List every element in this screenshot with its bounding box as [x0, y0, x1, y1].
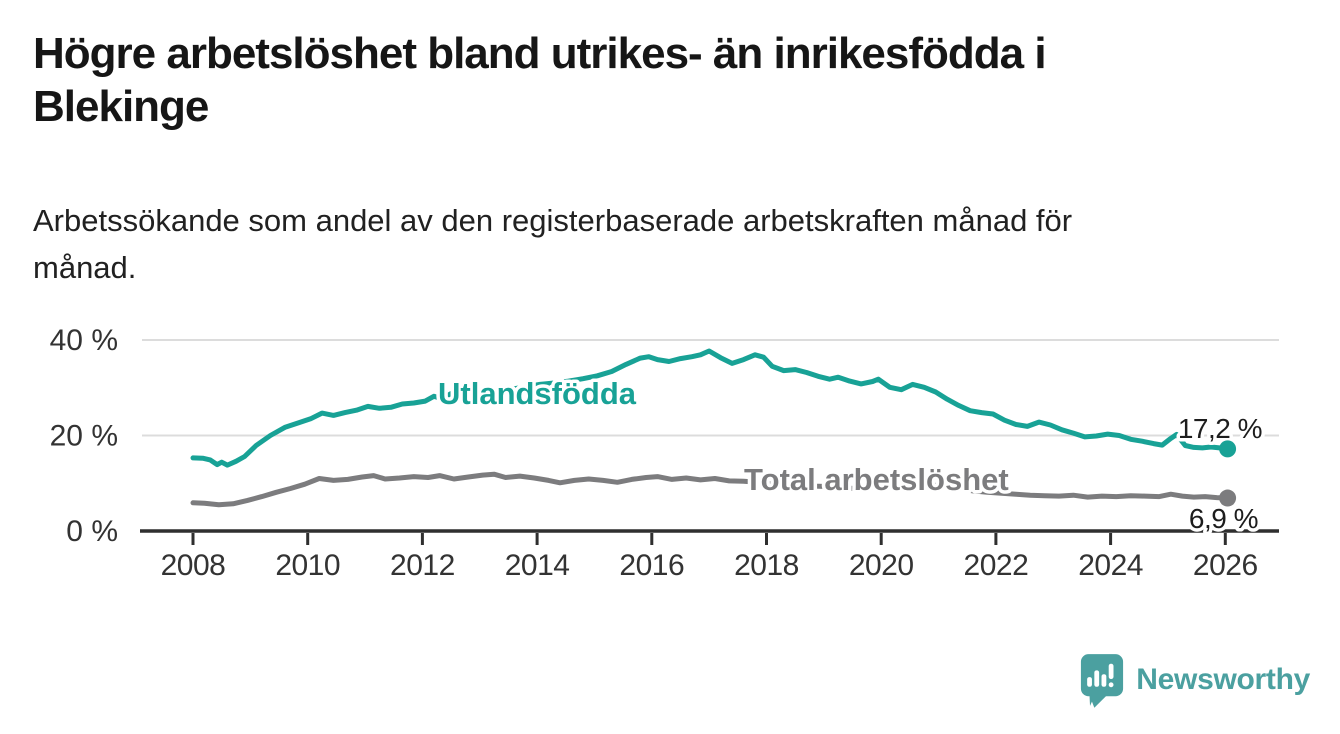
y-tick-label-40: 40 %	[50, 324, 118, 357]
series-end-dot-total	[1219, 489, 1237, 507]
x-tick-label-2018: 2018	[734, 549, 799, 582]
subtitle-line-2: månad.	[33, 250, 137, 285]
line-chart: 2008 2010 2012 2014 2016 2018 2020 2022 2024 2026…	[50, 324, 1279, 582]
y-tick-label-0: 0 %	[66, 515, 118, 548]
end-value-label-utlandsfodda: 17,2 %	[1178, 413, 1262, 444]
x-tick-label-2020: 2020	[849, 549, 914, 582]
x-tick-label-2012: 2012	[390, 549, 455, 582]
title-line-2: Blekinge	[33, 82, 209, 131]
newsworthy-logo: Newsworthy	[1079, 652, 1310, 708]
x-tick-label-2024: 2024	[1078, 549, 1143, 582]
logo-text: Newsworthy	[1136, 663, 1310, 696]
series-label-utlandsfodda: Utlandsfödda	[438, 376, 637, 411]
bar-chart-speech-bubble-icon	[1081, 654, 1124, 708]
x-tick-label-2026: 2026	[1193, 549, 1258, 582]
series-line-total	[190, 471, 1231, 508]
y-tick-label-20: 20 %	[50, 420, 118, 453]
x-tick-label-2014: 2014	[505, 549, 570, 582]
subtitle-line-1: Arbetssökande som andel av den registerb…	[33, 203, 1073, 238]
end-value-label-total: 6,9 %	[1189, 503, 1258, 534]
x-tick-label-2022: 2022	[964, 549, 1029, 582]
x-tick-label-2016: 2016	[619, 549, 684, 582]
series-label-total: Total arbetslöshet	[744, 462, 1009, 497]
series-line-utlandsfodda	[190, 348, 1231, 468]
series-end-dot-utlandsfodda	[1219, 440, 1237, 458]
title-line-1: Högre arbetslöshet bland utrikes- än inr…	[33, 29, 1047, 78]
x-tick-label-2010: 2010	[275, 549, 340, 582]
x-tick-label-2008: 2008	[161, 549, 226, 582]
